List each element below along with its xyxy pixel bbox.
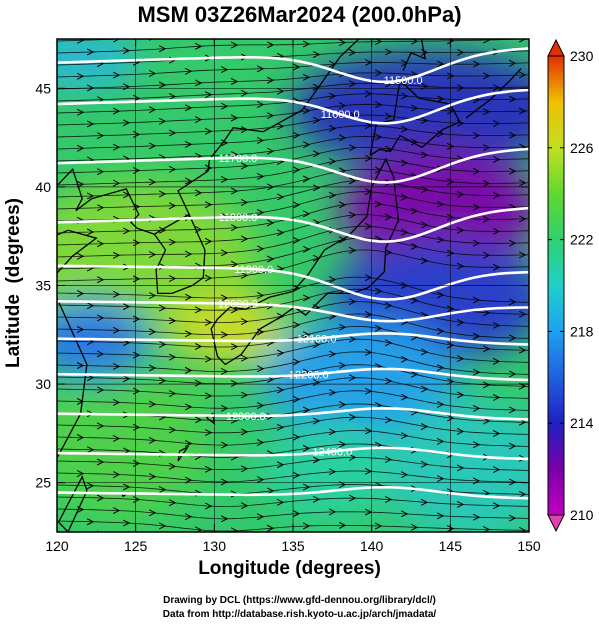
colorbar-min-arrow: [547, 514, 565, 533]
contour-label: 12100.0: [297, 334, 337, 346]
colorbar-tick-label: 210: [570, 507, 594, 523]
temperature-field: [57, 39, 529, 532]
contour-label: 12200.0: [289, 370, 329, 382]
credit-data: Data from http://database.rish.kyoto-u.a…: [162, 609, 437, 620]
x-tick-label: 125: [124, 538, 148, 554]
y-tick-label: 30: [35, 376, 51, 392]
contour-label: 11800.0: [218, 212, 257, 224]
colorbar-tick-label: 214: [570, 415, 594, 431]
colorbar: 210 214 218 222 226 230: [547, 38, 594, 533]
chart-title: MSM 03Z26Mar2024 (200.0hPa): [137, 2, 462, 27]
contour-label: 11700.0: [218, 153, 257, 165]
y-tick-label: 25: [35, 475, 51, 491]
colorbar-max-arrow: [547, 38, 565, 57]
contour-label: 12400.0: [312, 446, 352, 458]
contour-label: 11500.0: [384, 75, 423, 87]
contour-label: 12000.0: [218, 299, 258, 311]
x-tick-label: 120: [45, 538, 69, 554]
x-tick-label: 130: [203, 538, 227, 554]
y-tick-label: 45: [35, 80, 51, 96]
x-axis-label: Longitude (degrees): [198, 558, 381, 579]
colorbar-tick-label: 226: [570, 140, 594, 156]
contour-label: 11600.0: [321, 109, 360, 121]
x-tick-label: 150: [517, 538, 541, 554]
y-axis-label: Latitude (degrees): [3, 198, 24, 368]
contour-label: 12300.0: [226, 411, 266, 423]
colorbar-tick-label: 230: [570, 48, 594, 64]
credit-drawing: Drawing by DCL (https://www.gfd-dennou.o…: [163, 595, 436, 606]
x-tick-label: 135: [281, 538, 305, 554]
y-tick-label: 40: [35, 179, 51, 195]
colorbar-tick-label: 222: [570, 232, 594, 248]
contour-label: 11900.0: [234, 264, 273, 276]
colorbar-tick-label: 218: [570, 323, 594, 339]
wind-streamlines: [57, 39, 529, 532]
axis-ticks: 120 125 130 135 140 145 150 25 30 35 40 45: [35, 39, 541, 554]
y-tick-label: 35: [35, 278, 51, 294]
x-tick-label: 145: [439, 538, 463, 554]
x-tick-label: 140: [360, 538, 384, 554]
lat-lon-grid: [57, 39, 529, 532]
